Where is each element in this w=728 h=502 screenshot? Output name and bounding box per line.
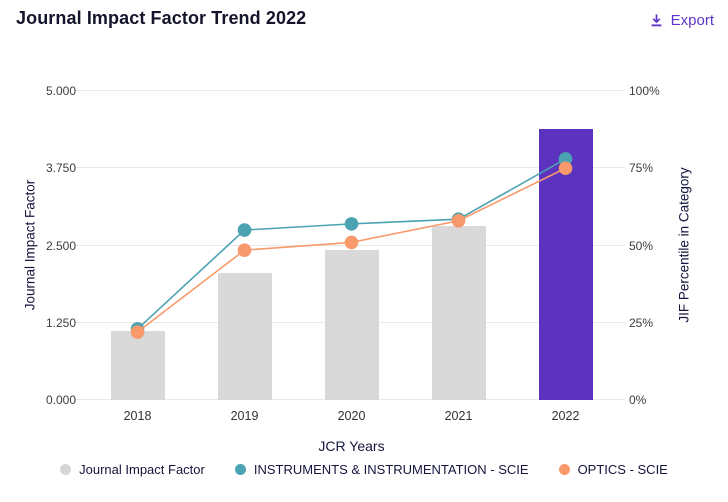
left-axis-title: Journal Impact Factor (22, 179, 38, 311)
bar-2021[interactable] (431, 226, 486, 400)
bar-2018[interactable] (110, 330, 165, 400)
lines-layer (130, 152, 573, 339)
point-2019[interactable] (237, 223, 252, 237)
download-icon (649, 13, 664, 28)
line-optics-scie (137, 167, 566, 333)
right-axis-tick: 75% (629, 161, 654, 176)
x-axis-tick-2018: 2018 (123, 409, 152, 423)
point-2022[interactable] (558, 161, 573, 176)
right-axis-tick: 100% (629, 84, 660, 98)
legend-label: OPTICS - SCIE (577, 462, 668, 477)
x-axis-tick-2020: 2020 (337, 409, 366, 423)
left-axis-tick: 5.000 (45, 84, 76, 98)
legend-dot (558, 464, 570, 475)
right-axis-title: JIF Percentile in Category (676, 167, 692, 323)
x-axis-tick-2021: 2021 (444, 409, 473, 423)
x-axis-tick-2019: 2019 (230, 409, 259, 423)
legend-label: INSTRUMENTS & INSTRUMENTATION - SCIE (253, 462, 529, 477)
legend-item-journal-impact-factor[interactable]: Journal Impact Factor (60, 462, 205, 477)
bars-layer (84, 91, 619, 400)
gridline (75, 167, 625, 169)
right-axis-tick: 50% (629, 238, 654, 253)
legend-dot (60, 464, 72, 475)
point-2019[interactable] (237, 243, 252, 257)
right-axis-tick: 25% (629, 315, 654, 330)
left-axis-tick: 3.750 (45, 161, 76, 176)
point-2020[interactable] (344, 217, 359, 231)
bar-2019[interactable] (217, 273, 272, 400)
legend: Journal Impact Factor INSTRUMENTS & INSTR… (0, 462, 728, 477)
export-label: Export (670, 12, 714, 29)
legend-dot (234, 464, 246, 475)
bar-2020[interactable] (324, 250, 379, 400)
legend-item-instruments-instrumentation-scie[interactable]: INSTRUMENTS & INSTRUMENTATION - SCIE (234, 462, 529, 477)
point-2021[interactable] (451, 213, 466, 228)
point-2018[interactable] (130, 325, 145, 339)
export-button[interactable]: Export (649, 12, 714, 29)
right-axis-tick: 0% (629, 393, 647, 407)
legend-item-optics-scie[interactable]: OPTICS - SCIE (558, 462, 668, 477)
left-axis-tick: 0.000 (45, 393, 76, 407)
left-axis-tick: 1.250 (45, 315, 76, 330)
left-axis-tick: 2.500 (45, 238, 76, 253)
x-axis-tick-2022: 2022 (551, 409, 580, 423)
legend-label: Journal Impact Factor (79, 462, 205, 477)
point-2020[interactable] (344, 235, 359, 250)
page-title: Journal Impact Factor Trend 2022 (16, 8, 307, 28)
gridline (75, 90, 625, 91)
x-axis-title: JCR Years (318, 438, 385, 454)
